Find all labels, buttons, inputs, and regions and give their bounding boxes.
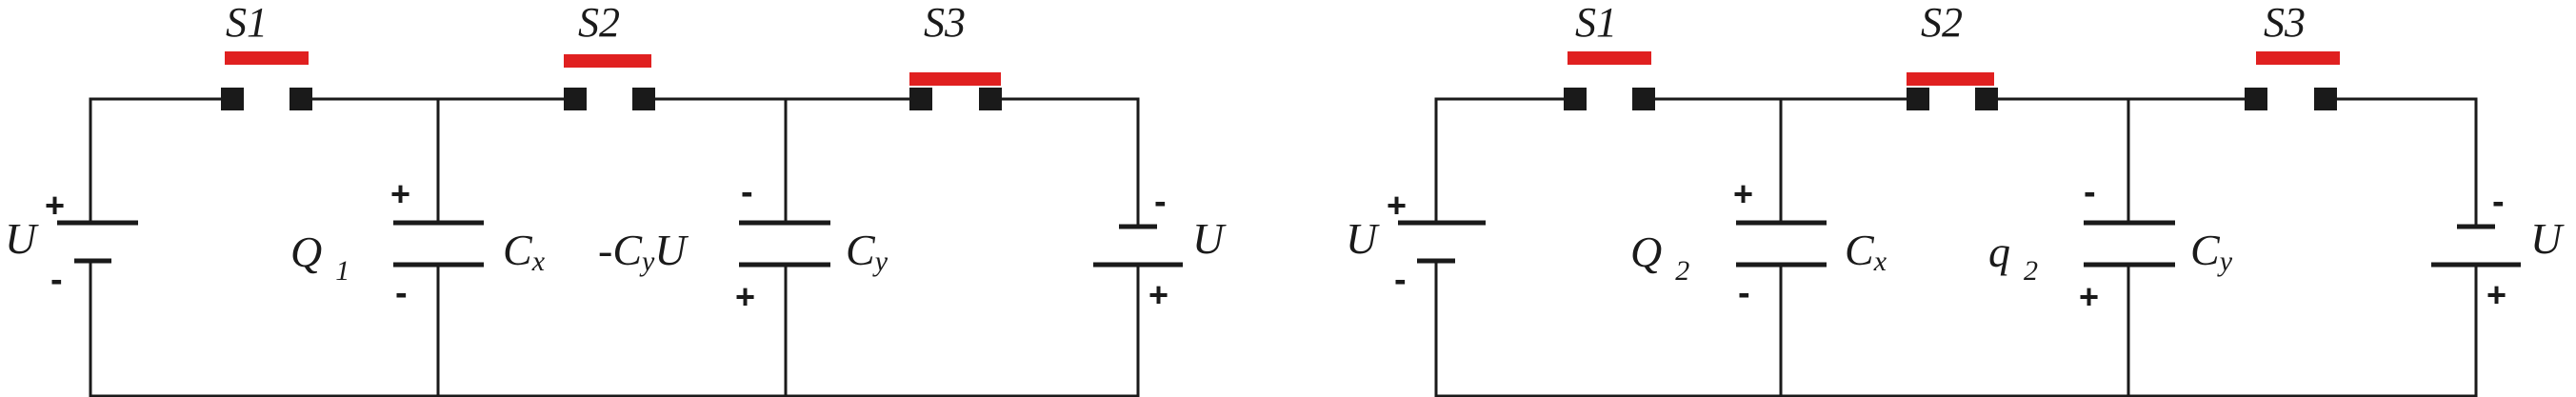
capacitor-label: Cx xyxy=(1845,226,1887,277)
switch-contact xyxy=(2314,88,2337,110)
switch-contact xyxy=(1975,88,1998,110)
switch-bar xyxy=(1907,72,1994,86)
capacitor-cy: - + Cy xyxy=(2079,172,2233,316)
left-battery: U + - xyxy=(5,186,138,300)
battery-plus-sign: + xyxy=(45,186,65,225)
capacitor-bottom-sign: - xyxy=(1738,273,1750,313)
capacitor-top-sign: + xyxy=(1733,174,1753,213)
battery-plus-sign: + xyxy=(1387,186,1407,225)
battery-plus-sign: + xyxy=(2486,275,2506,314)
switch-contact xyxy=(564,88,587,110)
battery-minus-sign: - xyxy=(50,260,63,300)
switch-contact xyxy=(290,88,312,110)
switch-bar xyxy=(909,72,1001,86)
switch-contact xyxy=(979,88,1002,110)
switch-label: S3 xyxy=(2264,0,2306,46)
switch-label: S3 xyxy=(924,0,966,46)
switch-s1: S1 xyxy=(221,0,312,110)
capacitor-bottom-sign: + xyxy=(2079,277,2099,316)
capacitor-cx: + - Cx xyxy=(1733,174,1887,313)
battery-plus-sign: + xyxy=(1148,275,1168,314)
switch-contact xyxy=(1907,88,1929,110)
capacitor-bottom-sign: - xyxy=(395,273,408,313)
right-battery: U - + xyxy=(2431,182,2565,314)
capacitor-label: Cy xyxy=(2190,226,2233,277)
switch-label: S1 xyxy=(1575,0,1617,46)
switch-contact xyxy=(1632,88,1655,110)
capacitor-top-sign: - xyxy=(2084,172,2096,212)
switch-label: S1 xyxy=(226,0,268,46)
battery-voltage-label: U xyxy=(5,214,39,263)
battery-voltage-label: U xyxy=(1192,214,1227,263)
battery-minus-sign: - xyxy=(2492,182,2505,222)
right-battery: U - + xyxy=(1093,182,1227,314)
charge-label-cyu: -CyU xyxy=(598,226,689,277)
switch-s3: S3 xyxy=(2245,0,2340,110)
switch-label: S2 xyxy=(1921,0,1963,46)
left-battery: U + - xyxy=(1346,186,1486,300)
switch-contact xyxy=(2245,88,2267,110)
switch-s1: S1 xyxy=(1564,0,1655,110)
switch-bar xyxy=(2256,51,2340,65)
right-circuit-wires xyxy=(1434,97,2478,397)
switch-contact xyxy=(221,88,244,110)
switch-contact xyxy=(1564,88,1587,110)
capacitor-cy: - + Cy xyxy=(735,172,889,316)
switch-s3: S3 xyxy=(909,0,1002,110)
capacitor-top-sign: - xyxy=(741,172,753,212)
battery-minus-sign: - xyxy=(1394,260,1407,300)
switch-label: S2 xyxy=(578,0,620,46)
capacitor-bottom-sign: + xyxy=(735,277,755,316)
switch-bar xyxy=(1568,51,1651,65)
battery-voltage-label: U xyxy=(2530,214,2565,263)
switch-bar xyxy=(564,54,651,68)
left-circuit-wires xyxy=(89,97,1140,397)
battery-minus-sign: - xyxy=(1154,182,1167,222)
battery-voltage-label: U xyxy=(1346,214,1380,263)
switch-contact xyxy=(909,88,932,110)
switch-bar xyxy=(225,51,309,65)
capacitor-top-sign: + xyxy=(390,174,410,213)
switch-s2: S2 xyxy=(564,0,655,110)
capacitor-label: Cx xyxy=(503,226,546,277)
switch-s2: S2 xyxy=(1907,0,1998,110)
capacitor-label: Cy xyxy=(846,226,889,277)
switch-contact xyxy=(632,88,655,110)
capacitor-cx: + - Cx xyxy=(390,174,546,313)
